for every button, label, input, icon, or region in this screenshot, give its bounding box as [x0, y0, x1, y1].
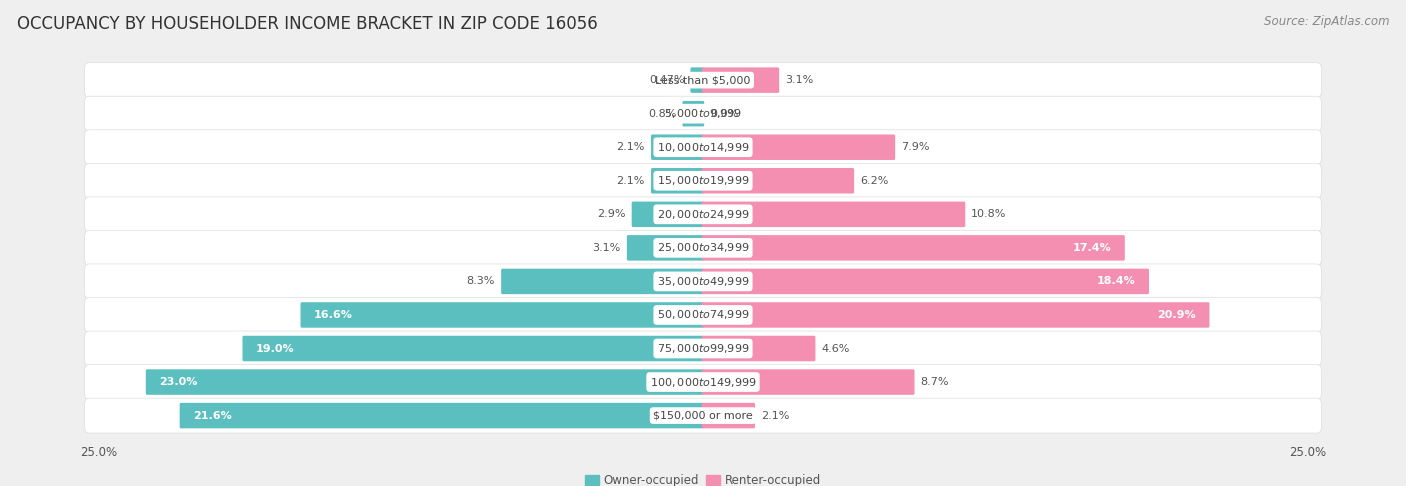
Text: 19.0%: 19.0% — [256, 344, 294, 353]
FancyBboxPatch shape — [682, 101, 704, 126]
Text: 16.6%: 16.6% — [314, 310, 353, 320]
Text: 21.6%: 21.6% — [193, 411, 232, 420]
FancyBboxPatch shape — [84, 398, 1322, 433]
Text: 2.1%: 2.1% — [617, 142, 645, 152]
FancyBboxPatch shape — [702, 269, 1149, 294]
FancyBboxPatch shape — [501, 269, 704, 294]
Text: 10.8%: 10.8% — [972, 209, 1007, 219]
Text: 20.9%: 20.9% — [1157, 310, 1197, 320]
FancyBboxPatch shape — [84, 331, 1322, 366]
FancyBboxPatch shape — [631, 202, 704, 227]
FancyBboxPatch shape — [84, 264, 1322, 299]
Text: Less than $5,000: Less than $5,000 — [655, 75, 751, 85]
Text: 3.1%: 3.1% — [785, 75, 814, 85]
FancyBboxPatch shape — [702, 369, 914, 395]
Text: 2.9%: 2.9% — [598, 209, 626, 219]
FancyBboxPatch shape — [84, 230, 1322, 265]
Text: $75,000 to $99,999: $75,000 to $99,999 — [657, 342, 749, 355]
Text: $35,000 to $49,999: $35,000 to $49,999 — [657, 275, 749, 288]
Text: 17.4%: 17.4% — [1073, 243, 1112, 253]
FancyBboxPatch shape — [702, 403, 755, 428]
Text: 23.0%: 23.0% — [159, 377, 197, 387]
Text: 3.1%: 3.1% — [592, 243, 621, 253]
Text: $100,000 to $149,999: $100,000 to $149,999 — [650, 376, 756, 388]
Text: 0.8%: 0.8% — [648, 109, 676, 119]
FancyBboxPatch shape — [702, 302, 1209, 328]
FancyBboxPatch shape — [651, 168, 704, 193]
Text: $50,000 to $74,999: $50,000 to $74,999 — [657, 309, 749, 321]
FancyBboxPatch shape — [84, 130, 1322, 165]
Text: 0.47%: 0.47% — [650, 75, 685, 85]
FancyBboxPatch shape — [702, 202, 966, 227]
Legend: Owner-occupied, Renter-occupied: Owner-occupied, Renter-occupied — [579, 469, 827, 486]
FancyBboxPatch shape — [84, 197, 1322, 232]
Text: 7.9%: 7.9% — [901, 142, 929, 152]
Text: 2.1%: 2.1% — [761, 411, 789, 420]
FancyBboxPatch shape — [702, 168, 853, 193]
Text: $10,000 to $14,999: $10,000 to $14,999 — [657, 141, 749, 154]
Text: 0.0%: 0.0% — [710, 109, 738, 119]
Text: 4.6%: 4.6% — [821, 344, 849, 353]
FancyBboxPatch shape — [84, 297, 1322, 332]
FancyBboxPatch shape — [84, 364, 1322, 399]
FancyBboxPatch shape — [84, 63, 1322, 98]
FancyBboxPatch shape — [84, 163, 1322, 198]
FancyBboxPatch shape — [702, 68, 779, 93]
FancyBboxPatch shape — [690, 68, 704, 93]
Text: OCCUPANCY BY HOUSEHOLDER INCOME BRACKET IN ZIP CODE 16056: OCCUPANCY BY HOUSEHOLDER INCOME BRACKET … — [17, 15, 598, 33]
FancyBboxPatch shape — [84, 96, 1322, 131]
Text: 8.3%: 8.3% — [467, 277, 495, 286]
FancyBboxPatch shape — [146, 369, 704, 395]
FancyBboxPatch shape — [702, 336, 815, 361]
FancyBboxPatch shape — [301, 302, 704, 328]
Text: 2.1%: 2.1% — [617, 176, 645, 186]
Text: $20,000 to $24,999: $20,000 to $24,999 — [657, 208, 749, 221]
Text: $15,000 to $19,999: $15,000 to $19,999 — [657, 174, 749, 187]
FancyBboxPatch shape — [702, 135, 896, 160]
Text: 6.2%: 6.2% — [860, 176, 889, 186]
Text: 18.4%: 18.4% — [1097, 277, 1136, 286]
Text: $5,000 to $9,999: $5,000 to $9,999 — [664, 107, 742, 120]
Text: $150,000 or more: $150,000 or more — [654, 411, 752, 420]
FancyBboxPatch shape — [702, 235, 1125, 260]
Text: Source: ZipAtlas.com: Source: ZipAtlas.com — [1264, 15, 1389, 28]
Text: 8.7%: 8.7% — [921, 377, 949, 387]
FancyBboxPatch shape — [627, 235, 704, 260]
FancyBboxPatch shape — [651, 135, 704, 160]
Text: $25,000 to $34,999: $25,000 to $34,999 — [657, 242, 749, 254]
FancyBboxPatch shape — [242, 336, 704, 361]
FancyBboxPatch shape — [180, 403, 704, 428]
